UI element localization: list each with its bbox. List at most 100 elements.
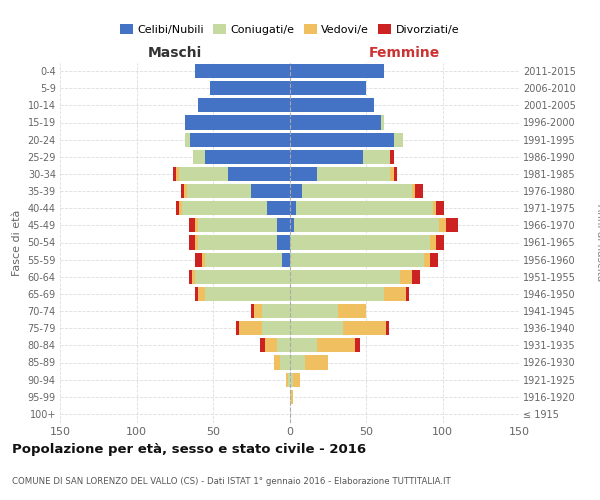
Bar bbox=[194, 218, 198, 232]
Bar bbox=[338, 304, 366, 318]
Text: Maschi: Maschi bbox=[148, 46, 202, 60]
Bar bbox=[187, 184, 251, 198]
Bar bbox=[236, 321, 239, 335]
Bar bbox=[190, 132, 290, 146]
Bar bbox=[198, 287, 205, 301]
Bar bbox=[288, 372, 290, 386]
Legend: Celibi/Nubili, Coniugati/e, Vedovi/e, Divorziati/e: Celibi/Nubili, Coniugati/e, Vedovi/e, Di… bbox=[115, 20, 464, 39]
Bar bbox=[198, 218, 277, 232]
Bar bbox=[185, 132, 190, 146]
Bar bbox=[317, 338, 355, 352]
Bar bbox=[290, 321, 343, 335]
Bar bbox=[179, 167, 229, 181]
Bar bbox=[277, 218, 290, 232]
Bar bbox=[290, 390, 291, 404]
Bar bbox=[439, 218, 446, 232]
Bar bbox=[317, 167, 391, 181]
Bar bbox=[194, 236, 198, 250]
Text: Femmine: Femmine bbox=[368, 46, 440, 60]
Bar bbox=[400, 270, 412, 284]
Bar bbox=[210, 81, 290, 95]
Bar bbox=[391, 150, 394, 164]
Bar bbox=[191, 270, 194, 284]
Bar bbox=[355, 338, 360, 352]
Bar bbox=[290, 338, 317, 352]
Text: Popolazione per età, sesso e stato civile - 2016: Popolazione per età, sesso e stato civil… bbox=[12, 442, 366, 456]
Bar bbox=[343, 321, 386, 335]
Bar bbox=[291, 390, 293, 404]
Bar bbox=[290, 201, 296, 215]
Bar bbox=[382, 116, 385, 130]
Bar bbox=[265, 338, 277, 352]
Bar bbox=[290, 116, 382, 130]
Bar bbox=[254, 304, 262, 318]
Bar bbox=[239, 321, 262, 335]
Bar bbox=[406, 287, 409, 301]
Bar bbox=[194, 64, 290, 78]
Bar bbox=[290, 64, 385, 78]
Bar bbox=[185, 116, 290, 130]
Bar bbox=[251, 184, 290, 198]
Bar bbox=[173, 167, 176, 181]
Bar bbox=[290, 304, 338, 318]
Bar bbox=[188, 218, 194, 232]
Bar bbox=[184, 184, 187, 198]
Y-axis label: Fasce di età: Fasce di età bbox=[12, 210, 22, 276]
Text: COMUNE DI SAN LORENZO DEL VALLO (CS) - Dati ISTAT 1° gennaio 2016 - Elaborazione: COMUNE DI SAN LORENZO DEL VALLO (CS) - D… bbox=[12, 477, 451, 486]
Bar bbox=[290, 218, 294, 232]
Bar bbox=[181, 184, 184, 198]
Bar bbox=[176, 201, 179, 215]
Bar bbox=[290, 81, 366, 95]
Bar bbox=[266, 201, 290, 215]
Bar bbox=[436, 236, 444, 250]
Bar bbox=[290, 236, 430, 250]
Bar bbox=[412, 270, 419, 284]
Bar bbox=[433, 201, 436, 215]
Bar bbox=[386, 321, 389, 335]
Bar bbox=[296, 201, 433, 215]
Bar bbox=[274, 356, 280, 370]
Bar bbox=[293, 372, 300, 386]
Bar bbox=[385, 287, 406, 301]
Bar bbox=[229, 167, 290, 181]
Bar bbox=[415, 184, 422, 198]
Bar bbox=[251, 304, 254, 318]
Bar bbox=[363, 150, 391, 164]
Bar bbox=[391, 167, 394, 181]
Bar bbox=[194, 287, 198, 301]
Bar bbox=[205, 150, 290, 164]
Bar bbox=[286, 372, 288, 386]
Bar bbox=[260, 338, 265, 352]
Bar bbox=[194, 252, 202, 266]
Bar bbox=[176, 167, 179, 181]
Y-axis label: Anni di nascita: Anni di nascita bbox=[595, 204, 600, 281]
Bar bbox=[430, 252, 438, 266]
Bar bbox=[277, 338, 290, 352]
Bar bbox=[294, 218, 439, 232]
Bar bbox=[302, 184, 412, 198]
Bar bbox=[194, 270, 290, 284]
Bar bbox=[290, 356, 305, 370]
Bar bbox=[290, 98, 374, 112]
Bar bbox=[394, 167, 397, 181]
Bar bbox=[424, 252, 430, 266]
Bar bbox=[394, 132, 403, 146]
Bar bbox=[290, 150, 363, 164]
Bar bbox=[282, 252, 290, 266]
Bar bbox=[280, 356, 290, 370]
Bar bbox=[436, 201, 444, 215]
Bar bbox=[188, 236, 194, 250]
Bar bbox=[277, 236, 290, 250]
Bar bbox=[179, 201, 182, 215]
Bar bbox=[290, 252, 424, 266]
Bar bbox=[290, 184, 302, 198]
Bar bbox=[290, 167, 317, 181]
Bar bbox=[182, 201, 266, 215]
Bar bbox=[188, 270, 191, 284]
Bar bbox=[205, 287, 290, 301]
Bar bbox=[193, 150, 205, 164]
Bar bbox=[262, 321, 290, 335]
Bar bbox=[205, 252, 282, 266]
Bar bbox=[198, 236, 277, 250]
Bar bbox=[198, 98, 290, 112]
